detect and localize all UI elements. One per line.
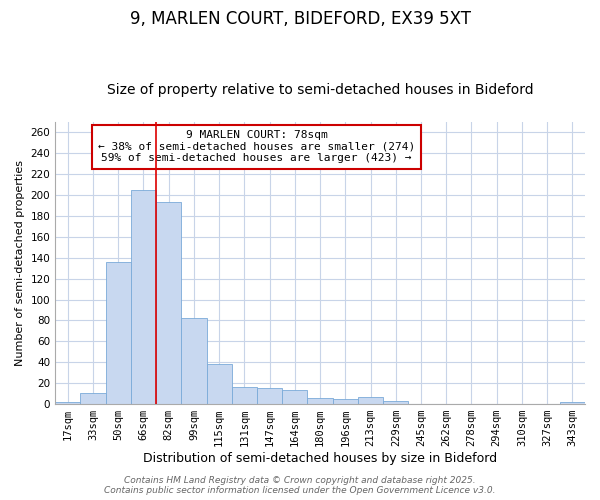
Bar xyxy=(131,190,156,404)
Bar xyxy=(358,397,383,404)
X-axis label: Distribution of semi-detached houses by size in Bideford: Distribution of semi-detached houses by … xyxy=(143,452,497,465)
Bar xyxy=(332,399,358,404)
Bar xyxy=(307,398,332,404)
Bar xyxy=(106,262,131,404)
Text: 9, MARLEN COURT, BIDEFORD, EX39 5XT: 9, MARLEN COURT, BIDEFORD, EX39 5XT xyxy=(130,10,470,28)
Y-axis label: Number of semi-detached properties: Number of semi-detached properties xyxy=(15,160,25,366)
Bar xyxy=(181,318,206,404)
Bar xyxy=(383,401,409,404)
Bar xyxy=(560,402,585,404)
Text: 9 MARLEN COURT: 78sqm
← 38% of semi-detached houses are smaller (274)
59% of sem: 9 MARLEN COURT: 78sqm ← 38% of semi-deta… xyxy=(98,130,415,164)
Bar xyxy=(55,402,80,404)
Bar xyxy=(156,202,181,404)
Bar xyxy=(80,392,106,404)
Bar xyxy=(232,388,257,404)
Bar xyxy=(282,390,307,404)
Title: Size of property relative to semi-detached houses in Bideford: Size of property relative to semi-detach… xyxy=(107,83,533,97)
Text: Contains HM Land Registry data © Crown copyright and database right 2025.
Contai: Contains HM Land Registry data © Crown c… xyxy=(104,476,496,495)
Bar xyxy=(206,364,232,404)
Bar xyxy=(257,388,282,404)
